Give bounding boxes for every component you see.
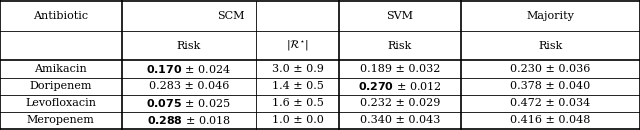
- Text: 3.0 ± 0.9: 3.0 ± 0.9: [271, 64, 324, 74]
- Text: 0.232 ± 0.029: 0.232 ± 0.029: [360, 98, 440, 108]
- Text: SVM: SVM: [387, 11, 413, 21]
- Text: 0.472 ± 0.034: 0.472 ± 0.034: [510, 98, 591, 108]
- Text: Amikacin: Amikacin: [35, 64, 87, 74]
- Text: Risk: Risk: [388, 41, 412, 51]
- Text: Doripenem: Doripenem: [29, 81, 92, 91]
- Text: 0.378 ± 0.040: 0.378 ± 0.040: [510, 81, 591, 91]
- Text: SCM: SCM: [217, 11, 244, 21]
- Text: $\mathbf{0.288}$ ± 0.018: $\mathbf{0.288}$ ± 0.018: [147, 114, 231, 126]
- Text: $\mathbf{0.075}$ ± 0.025: $\mathbf{0.075}$ ± 0.025: [147, 97, 231, 109]
- Text: Levofloxacin: Levofloxacin: [26, 98, 96, 108]
- Text: 0.283 ± 0.046: 0.283 ± 0.046: [148, 81, 229, 91]
- Text: 1.4 ± 0.5: 1.4 ± 0.5: [271, 81, 324, 91]
- Text: Risk: Risk: [538, 41, 563, 51]
- Text: Risk: Risk: [177, 41, 201, 51]
- Text: Majority: Majority: [527, 11, 574, 21]
- Text: 0.416 ± 0.048: 0.416 ± 0.048: [510, 115, 591, 125]
- Text: 1.6 ± 0.5: 1.6 ± 0.5: [271, 98, 324, 108]
- Text: Antibiotic: Antibiotic: [33, 11, 88, 21]
- Text: Meropenem: Meropenem: [27, 115, 95, 125]
- Text: 0.340 ± 0.043: 0.340 ± 0.043: [360, 115, 440, 125]
- Text: 1.0 ± 0.0: 1.0 ± 0.0: [271, 115, 324, 125]
- Text: $\mathbf{0.170}$ ± 0.024: $\mathbf{0.170}$ ± 0.024: [147, 63, 231, 75]
- Text: $|\mathcal{R}^{\star}|$: $|\mathcal{R}^{\star}|$: [286, 39, 309, 53]
- Text: 0.189 ± 0.032: 0.189 ± 0.032: [360, 64, 440, 74]
- Text: $\mathbf{0.270}$ ± 0.012: $\mathbf{0.270}$ ± 0.012: [358, 80, 442, 92]
- Text: 0.230 ± 0.036: 0.230 ± 0.036: [510, 64, 591, 74]
